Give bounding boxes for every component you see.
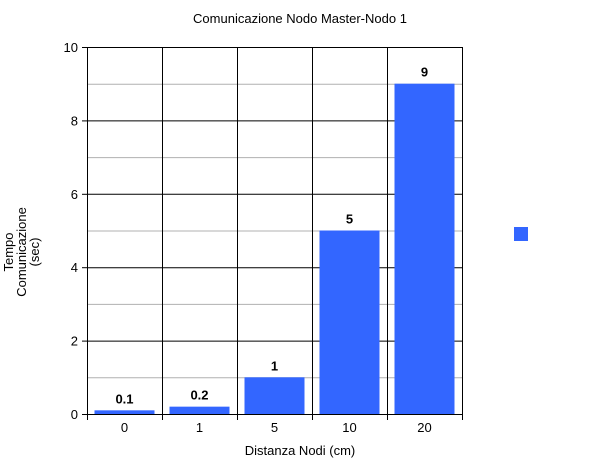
y-tick-label: 2 xyxy=(71,334,78,349)
chart-title: Comunicazione Nodo Master-Nodo 1 xyxy=(193,11,407,26)
data-label-5: 1 xyxy=(271,358,278,373)
y-tick-label: 8 xyxy=(71,113,78,128)
data-labels: 0.1 0.2 1 5 9 xyxy=(115,65,428,407)
x-tick-label: 1 xyxy=(196,420,203,435)
y-tick-label: 10 xyxy=(64,40,78,55)
x-tick-label: 10 xyxy=(342,420,356,435)
data-label-0: 0.1 xyxy=(115,391,133,406)
y-axis-label-line: Comunicazione xyxy=(14,207,29,297)
bar-1 xyxy=(169,406,230,414)
grid xyxy=(87,47,462,414)
bar-20 xyxy=(394,83,455,414)
y-tick-label: 4 xyxy=(71,260,78,275)
data-label-20: 9 xyxy=(421,65,428,80)
y-tick-label: 6 xyxy=(71,187,78,202)
data-label-1: 0.2 xyxy=(190,388,208,403)
x-axis-label: Distanza Nodi (cm) xyxy=(245,443,356,458)
bar-10 xyxy=(319,230,380,414)
y-tick-labels: 0 2 4 6 8 10 xyxy=(64,40,78,422)
x-tick-label: 0 xyxy=(121,420,128,435)
bar-5 xyxy=(244,377,305,414)
x-tick-label: 5 xyxy=(271,420,278,435)
y-tick-label: 0 xyxy=(71,407,78,422)
x-tick-label: 20 xyxy=(417,420,431,435)
y-axis-label-line: Tempo xyxy=(1,232,16,271)
bars xyxy=(94,83,455,414)
legend xyxy=(514,227,528,241)
x-tick-labels: 0 1 5 10 20 xyxy=(121,420,432,435)
axes xyxy=(82,47,463,420)
bar-0 xyxy=(94,410,155,414)
legend-swatch xyxy=(514,227,528,241)
plot-frame xyxy=(87,47,463,415)
y-axis-label-line: (sec) xyxy=(27,238,42,267)
data-label-10: 5 xyxy=(346,212,353,227)
